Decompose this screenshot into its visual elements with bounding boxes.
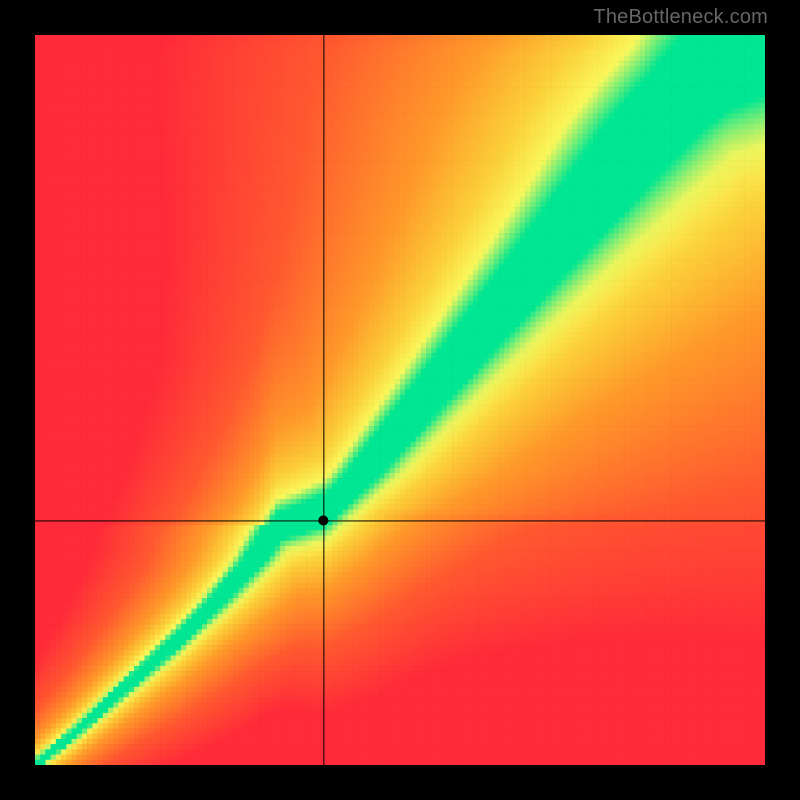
watermark-text: TheBottleneck.com — [593, 6, 768, 29]
bottleneck-heatmap — [35, 35, 765, 765]
